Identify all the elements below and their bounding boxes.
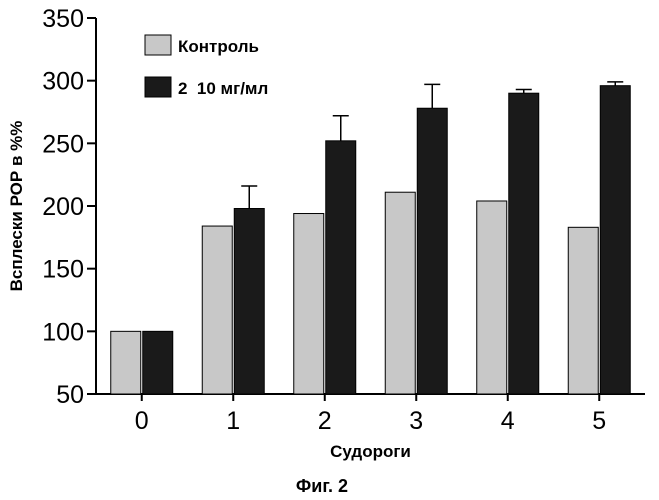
x-axis-title: Судороги (330, 442, 411, 461)
bar-compound (416, 107, 448, 395)
x-tick-label: 2 (318, 407, 332, 435)
y-tick-label: 200 (42, 193, 84, 221)
error-bars (241, 81, 624, 209)
bar-control (476, 200, 508, 395)
y-tick-label: 150 (42, 256, 84, 284)
legend-label-control: Контроль (178, 37, 259, 56)
figure-caption: Фиг. 2 (296, 476, 348, 496)
bar-compound (142, 330, 174, 395)
legend-label-compound: 2 10 мг/мл (178, 79, 268, 98)
y-tick-label: 350 (42, 5, 84, 33)
y-axis: 50 100 150 200 250 300 350 (42, 5, 97, 409)
bars (110, 85, 631, 395)
bar-compound (233, 208, 265, 395)
bar-compound (599, 85, 631, 395)
y-tick-label: 250 (42, 130, 84, 158)
x-tick-label: 3 (409, 407, 423, 435)
x-tick-label: 1 (226, 407, 240, 435)
bar-control (384, 191, 416, 395)
bar-compound (325, 140, 357, 395)
x-tick-label: 0 (135, 407, 149, 435)
bar-control (201, 225, 233, 395)
bar-control (293, 213, 325, 395)
y-axis-title: Всплески РОР в %% (7, 121, 26, 292)
x-tick-label: 5 (592, 407, 606, 435)
x-axis: 0 1 2 3 4 5 (96, 393, 645, 435)
y-tick-label: 50 (56, 381, 84, 409)
legend-swatch-compound (144, 76, 172, 98)
bar-compound (508, 92, 540, 395)
y-tick-label: 100 (42, 318, 84, 346)
y-tick-label: 300 (42, 68, 84, 96)
bar-control (110, 330, 142, 395)
bar-control (567, 226, 599, 395)
legend: Контроль 2 10 мг/мл (144, 34, 268, 98)
x-tick-label: 4 (501, 407, 515, 435)
legend-swatch-control (144, 34, 172, 56)
